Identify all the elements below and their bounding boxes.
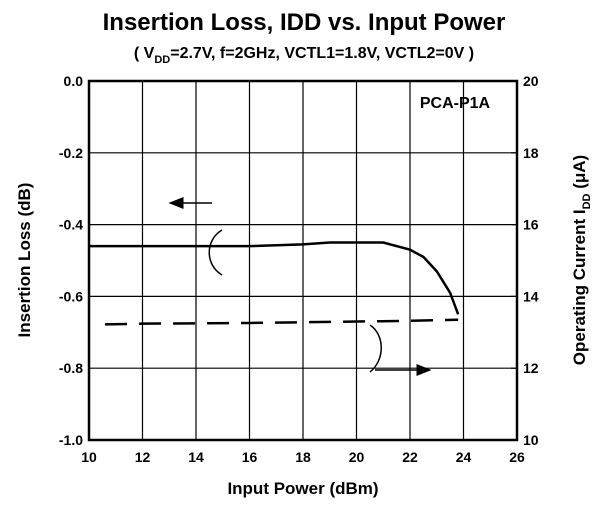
- y2-tick-label: 18: [523, 145, 539, 161]
- y-tick-label: 0.0: [64, 73, 84, 89]
- x-tick-label: 14: [188, 449, 204, 465]
- x-tick-label: 16: [242, 449, 258, 465]
- annotation: PCA-P1A: [420, 95, 491, 112]
- x-tick-label: 12: [135, 449, 151, 465]
- y-axis-label: Insertion Loss (dB): [15, 183, 34, 338]
- x-tick-label: 22: [402, 449, 418, 465]
- y2-tick-label: 20: [523, 73, 539, 89]
- y-tick-label: -0.4: [59, 217, 83, 233]
- chart-subtitle: ( VDD=2.7V, f=2GHz, VCTL1=1.8V, VCTL2=0V…: [134, 45, 474, 66]
- loop: [208, 229, 223, 276]
- x-tick-label: 18: [295, 449, 311, 465]
- y2-tick-label: 16: [523, 217, 539, 233]
- y-tick-label: -0.6: [59, 288, 83, 304]
- y2-tick-label: 14: [523, 288, 539, 304]
- chart-title: Insertion Loss, IDD vs. Input Power: [103, 9, 506, 36]
- x-axis-label: Input Power (dBm): [227, 479, 378, 498]
- y2-tick-label: 10: [523, 432, 539, 448]
- series-line: [105, 318, 459, 326]
- y-tick-label: -0.2: [59, 145, 83, 161]
- series-line: [89, 241, 460, 315]
- loop: [369, 324, 382, 373]
- y-tick-label: -0.8: [59, 360, 83, 376]
- plot-frame: [87, 79, 519, 442]
- y2-axis-label: Operating Current IDD (μA): [570, 155, 593, 365]
- x-tick-label: 26: [509, 449, 525, 465]
- x-tick-label: 10: [81, 449, 97, 465]
- y-tick-label: -1.0: [59, 432, 83, 448]
- x-tick-label: 20: [349, 449, 365, 465]
- y2-tick-label: 12: [523, 360, 539, 376]
- x-tick-label: 24: [456, 449, 472, 465]
